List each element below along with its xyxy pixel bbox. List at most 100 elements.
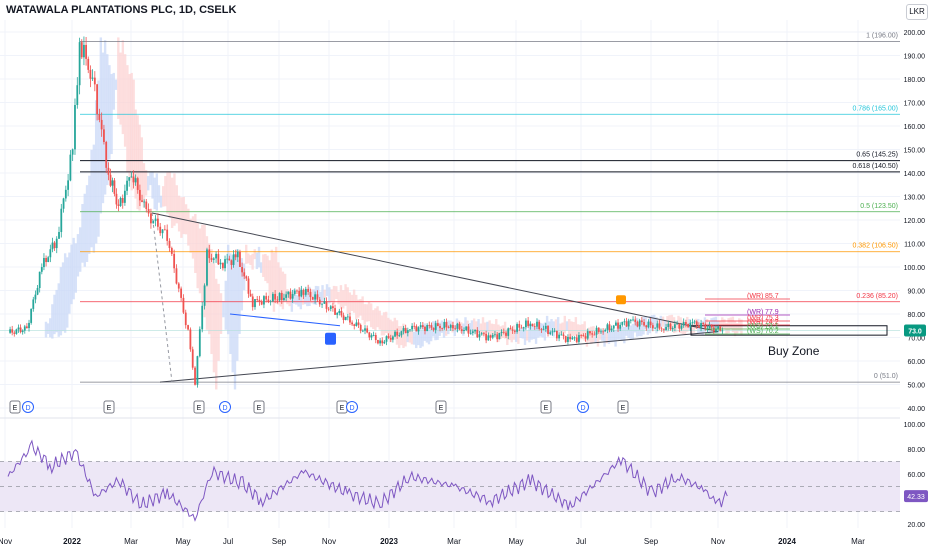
candle-body [230,260,233,265]
candle-body [191,349,194,368]
ichimoku-cloud-segment [519,328,522,338]
candle-body [96,84,99,115]
candle-body [569,336,572,340]
earnings-marker-label: E [197,405,202,412]
candle-body [643,322,645,326]
ichimoku-cloud-segment [609,328,613,343]
candle-body [196,356,199,385]
ichimoku-cloud-segment [170,177,174,229]
pivot-value: 85.7 [765,293,779,300]
ichimoku-cloud-segment [440,320,444,333]
candle-body [584,336,587,339]
candle-body [478,334,481,338]
ichimoku-cloud-segment [226,244,230,335]
ichimoku-cloud-segment [328,287,331,304]
fibonacci-layer: 1 (196.00) 0.786 (165.00) 0.65 (145.25) 0.6… [80,32,900,383]
candle-body [702,323,705,325]
ichimoku-cloud-segment [479,323,482,335]
time-tick-label: 2023 [380,537,398,546]
candle-body [656,323,659,328]
candle-body [91,77,94,79]
ichimoku-cloud-segment [132,79,135,186]
candle-body [404,328,407,334]
candle-body [573,337,576,339]
price-tick-label: 60.00 [907,359,925,366]
candle-body [693,321,696,323]
ichimoku-cloud-segment [114,79,118,90]
candle-body [629,319,632,321]
ichimoku-cloud-segment [572,321,575,337]
candle-body [184,312,187,326]
ichimoku-cloud-segment [590,326,593,344]
ichimoku-cloud-segment [51,304,54,339]
candle-body [617,322,619,329]
candle-body [381,340,384,344]
candle-body [428,325,431,326]
candle-body [396,331,399,336]
ichimoku-cloud-segment [705,319,709,329]
fib-level-label: 0.5 (123.50) [860,203,898,210]
ichimoku-cloud-segment [231,255,234,373]
candle-body [610,328,613,331]
candle-body [123,190,126,203]
rsi-tick-label: 100.00 [904,422,926,429]
candle-body [665,327,667,330]
ichimoku-cloud-segment [253,249,256,260]
candle-body [254,299,256,308]
time-tick-label: Sep [644,537,659,546]
ichimoku-cloud-segment [714,316,718,329]
rsi-panel [0,439,900,522]
candle-body [715,328,717,332]
candle-body [344,316,347,320]
ichimoku-cloud-segment [103,40,107,195]
time-tick-label: May [508,537,523,546]
ichimoku-cloud-segment [668,315,671,327]
candle-body [682,322,685,326]
ichimoku-cloud-segment [281,271,285,310]
ichimoku-cloud-segment [497,324,500,342]
rsi-tick-label: 60.00 [907,472,925,479]
candle-body [203,285,206,306]
candle-body [69,154,72,181]
candle-body [458,323,461,330]
candle-body [638,320,641,327]
pivot-label: (WS) [747,323,763,330]
candle-body [640,320,643,323]
ichimoku-cloud-segment [735,323,739,334]
candle-body [28,322,30,329]
ichimoku-cloud-segment [272,252,276,312]
ichimoku-cloud-segment [251,253,254,270]
dividend-marker-label: D [580,405,585,412]
candle-body [417,327,420,332]
ichimoku-cloud-segment [470,320,474,335]
ichimoku-cloud-segment [49,318,52,338]
price-tick-label: 50.00 [907,383,925,390]
ichimoku-cloud-segment [157,185,161,203]
ichimoku-cloud-segment [508,328,511,341]
candle-body [525,320,527,328]
candle-body [555,330,558,339]
candle-body [586,331,589,339]
candle-body [560,334,563,336]
candle-body [647,321,650,328]
ichimoku-cloud-segment [574,317,578,336]
ichimoku-cloud-segment [661,316,665,327]
ichimoku-cloud-segment [177,195,181,232]
ichimoku-cloud-segment [316,286,320,298]
candle-body [25,326,28,329]
candle-body [447,327,450,328]
earnings-marker-label: E [544,405,549,412]
candle-body [145,201,148,209]
ichimoku-cloud-segment [270,249,274,302]
ichimoku-cloud-segment [512,325,516,340]
ichimoku-cloud-segment [605,332,608,344]
ichimoku-cloud-segment [650,315,654,331]
ichimoku-cloud-segment [543,322,547,341]
ichimoku-cloud-segment [369,303,373,328]
ichimoku-cloud-segment [288,291,291,307]
candle-body [189,329,192,350]
candle-body [411,325,413,330]
currency-badge[interactable]: LKR [906,4,928,20]
candle-body [267,299,270,302]
